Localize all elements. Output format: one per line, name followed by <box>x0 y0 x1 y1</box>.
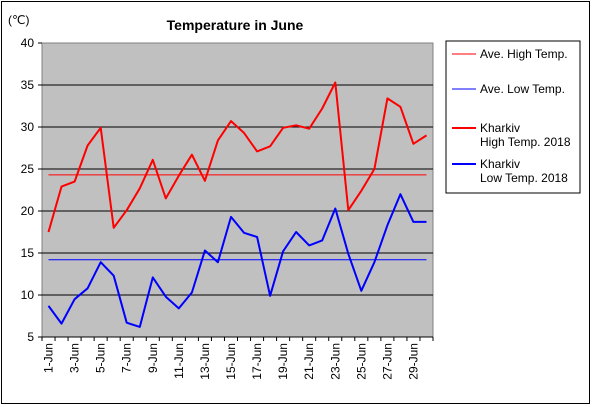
legend-label: Ave. High Temp. <box>480 47 568 61</box>
series-line <box>47 81 428 233</box>
legend-label: Kharkiv <box>480 121 520 135</box>
x-tick-label: 15-Jun <box>224 343 238 380</box>
x-tick-label: 23-Jun <box>328 343 342 380</box>
x-tick-label: 29-Jun <box>406 343 420 380</box>
x-tick-label: 21-Jun <box>302 343 316 380</box>
x-axis: 1-Jun 3-Jun 5-Jun 7-Jun 9-Jun 11-Jun 13-Jun 15-… <box>41 336 434 380</box>
x-tick-label: 19-Jun <box>276 343 290 380</box>
legend-label: High Temp. 2018 <box>480 135 571 149</box>
legend-label: Low Temp. 2018 <box>480 171 568 185</box>
legend: Ave. High Temp.Ave. Low Temp.KharkivHigh… <box>452 47 571 185</box>
y-tick-label: 5 <box>27 330 34 344</box>
y-tick-label: 40 <box>21 36 35 50</box>
x-tick-label: 13-Jun <box>198 343 212 380</box>
series-line <box>47 193 427 328</box>
x-tick-label: 7-Jun <box>120 343 134 373</box>
y-tick-label: 25 <box>21 162 35 176</box>
y-tick-label: 15 <box>21 246 35 260</box>
x-tick-label: 9-Jun <box>146 343 160 373</box>
plot-area <box>41 42 434 338</box>
x-tick-label: 11-Jun <box>172 343 186 379</box>
x-tick-label: 27-Jun <box>380 343 394 380</box>
unit-label: (℃) <box>8 13 29 27</box>
y-tick-label: 10 <box>21 288 35 302</box>
chart-title: Temperature in June <box>167 17 304 33</box>
x-tick-label: 5-Jun <box>94 343 108 373</box>
y-tick-label: 30 <box>21 120 35 134</box>
y-axis: 5 10 15 20 25 30 35 40 <box>21 36 42 344</box>
x-tick-label: 17-Jun <box>250 343 264 380</box>
series-lines <box>47 81 428 328</box>
y-tick-label: 20 <box>21 204 35 218</box>
y-tick-label: 35 <box>21 78 35 92</box>
x-tick-label: 1-Jun <box>42 343 56 373</box>
legend-label: Ave. Low Temp. <box>480 82 565 96</box>
x-tick-label: 25-Jun <box>354 343 368 380</box>
x-tick-label: 3-Jun <box>68 343 82 373</box>
legend-label: Kharkiv <box>480 157 520 171</box>
legend-box <box>445 40 581 194</box>
